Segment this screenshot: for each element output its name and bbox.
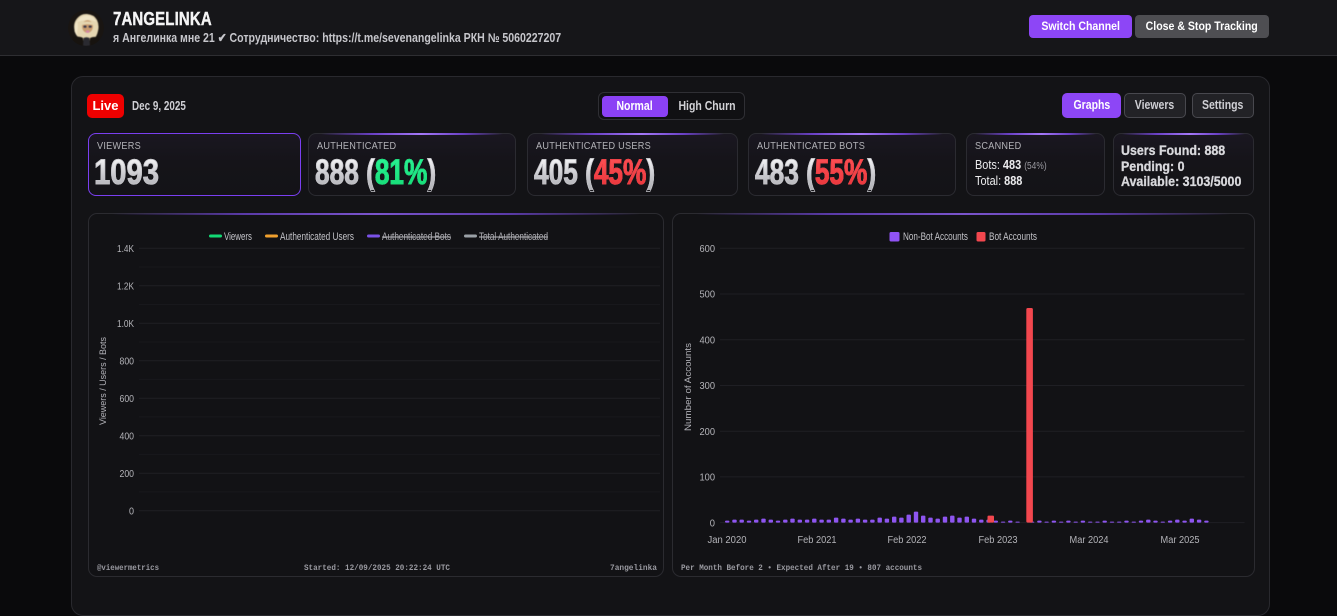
svg-text:Mar 2025: Mar 2025 <box>1161 535 1200 546</box>
svg-text:1.0K: 1.0K <box>117 318 134 330</box>
svg-text:Started: 12/09/2025 20:22:24 U: Started: 12/09/2025 20:22:24 UTC <box>304 563 450 573</box>
svg-text:600: 600 <box>700 243 716 255</box>
svg-text:500: 500 <box>700 289 716 301</box>
svg-text:7angelinka: 7angelinka <box>610 563 657 573</box>
svg-text:Total Authenticated: Total Authenticated <box>479 231 548 243</box>
svg-text:Bot Accounts: Bot Accounts <box>989 231 1037 243</box>
svg-text:400: 400 <box>120 430 135 442</box>
svg-text:Authenticated Users: Authenticated Users <box>280 231 354 243</box>
svg-text:0: 0 <box>129 505 134 517</box>
svg-text:200: 200 <box>700 426 716 438</box>
svg-text:1.4K: 1.4K <box>117 243 134 255</box>
svg-text:200: 200 <box>120 468 135 480</box>
svg-text:600: 600 <box>120 393 135 405</box>
svg-text:Authenticated Bots: Authenticated Bots <box>382 231 451 243</box>
svg-text:Non-Bot Accounts: Non-Bot Accounts <box>903 231 968 243</box>
svg-text:Per Month Before 2 • Expected: Per Month Before 2 • Expected After 19 •… <box>681 563 922 573</box>
svg-text:0: 0 <box>710 517 715 529</box>
svg-text:1.2K: 1.2K <box>117 280 134 292</box>
svg-text:Viewers: Viewers <box>224 231 252 243</box>
svg-text:Feb 2021: Feb 2021 <box>798 535 837 546</box>
svg-text:800: 800 <box>120 355 135 367</box>
svg-text:Feb 2023: Feb 2023 <box>979 535 1018 546</box>
svg-text:300: 300 <box>700 380 716 392</box>
svg-text:Mar 2024: Mar 2024 <box>1070 535 1109 546</box>
svg-text:Feb 2022: Feb 2022 <box>888 535 927 546</box>
svg-text:400: 400 <box>700 334 716 346</box>
svg-text:Number of Accounts: Number of Accounts <box>683 343 694 431</box>
svg-text:@viewermetrics: @viewermetrics <box>97 563 159 573</box>
svg-text:100: 100 <box>700 472 716 484</box>
svg-text:Viewers / Users / Bots: Viewers / Users / Bots <box>98 337 109 425</box>
svg-text:Jan 2020: Jan 2020 <box>708 535 747 546</box>
